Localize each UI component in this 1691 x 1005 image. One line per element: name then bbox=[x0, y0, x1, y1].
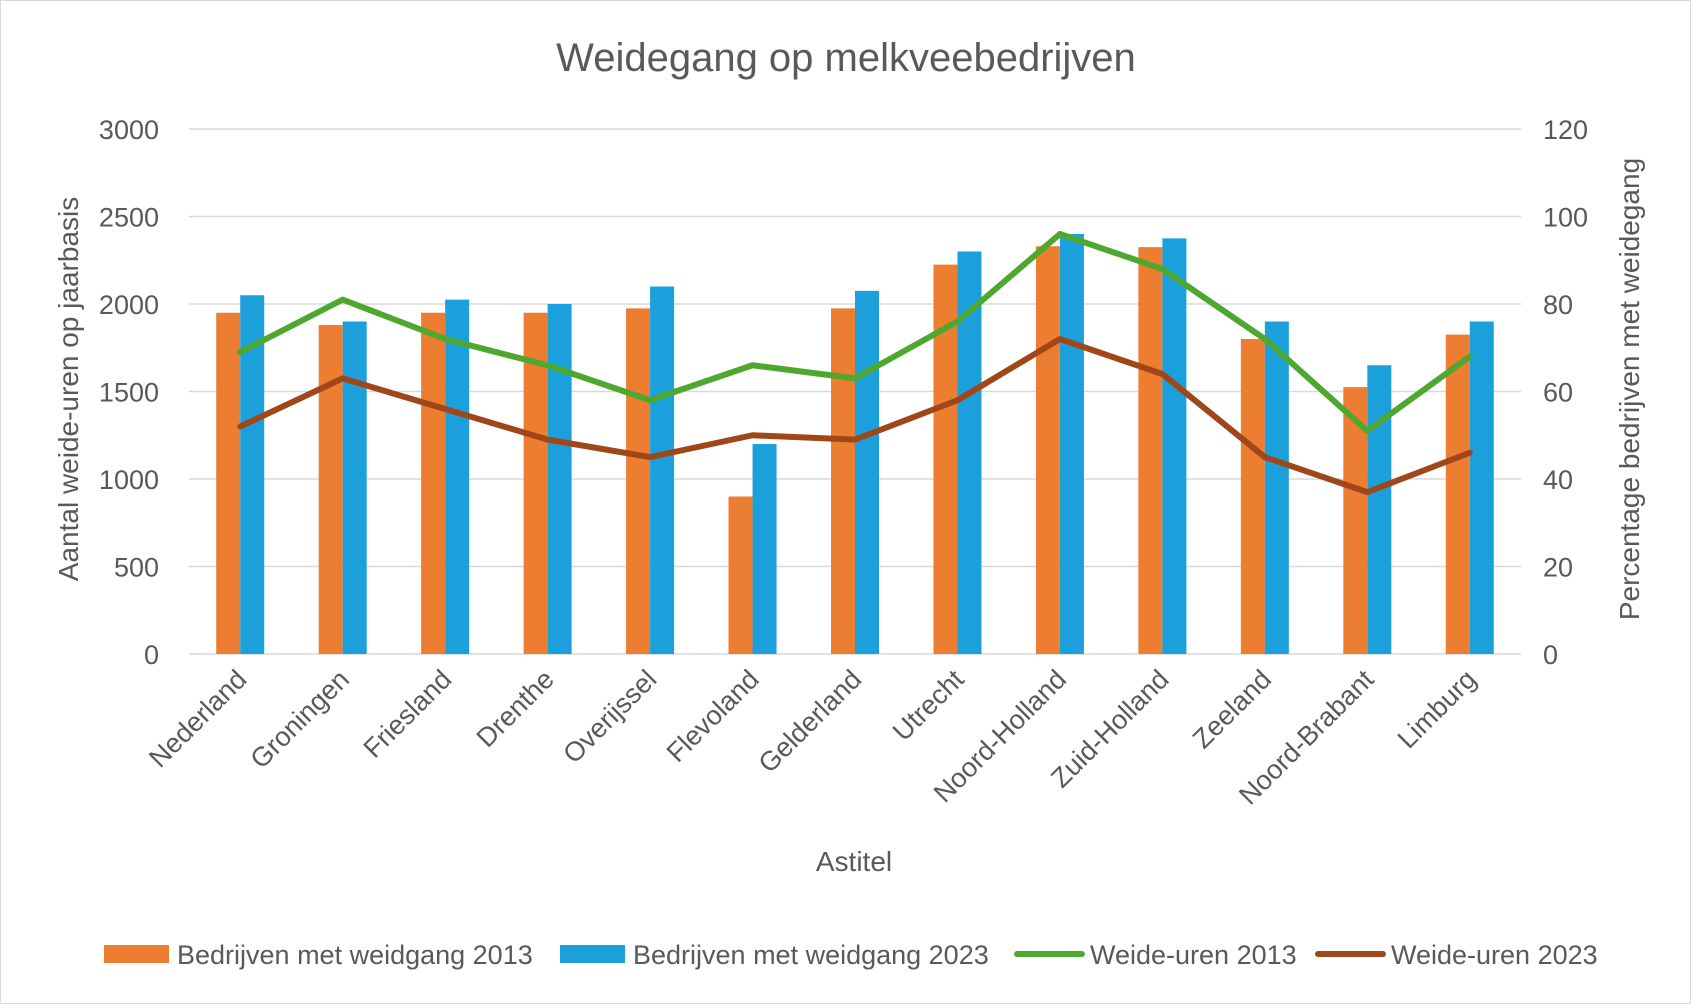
bar bbox=[216, 312, 241, 654]
x-tick-label: Gelderland bbox=[753, 664, 868, 779]
bar bbox=[1264, 321, 1289, 654]
bar bbox=[626, 308, 651, 654]
bar bbox=[1138, 247, 1163, 654]
legend-label: Bedrijven met weidgang 2013 bbox=[177, 940, 533, 970]
legend-label: Weide-uren 2013 bbox=[1090, 940, 1297, 970]
y2-tick-label: 40 bbox=[1543, 465, 1573, 495]
y-tick-label: 3000 bbox=[99, 115, 159, 145]
x-tick-label: Zeeland bbox=[1187, 664, 1277, 754]
legend-swatch bbox=[104, 945, 169, 963]
y-tick-label: 2500 bbox=[99, 203, 159, 233]
bar bbox=[728, 496, 753, 654]
y2-tick-label: 0 bbox=[1543, 640, 1558, 670]
bar bbox=[445, 299, 470, 654]
y2-axis-ticks: 0 20 40 60 80 100 120 bbox=[1543, 115, 1588, 670]
x-tick-label: Overijssel bbox=[557, 664, 662, 769]
chart-title: Weidegang op melkveebedrijven bbox=[556, 36, 1136, 80]
bar bbox=[650, 286, 675, 654]
bar-group bbox=[216, 234, 1494, 654]
y-tick-label: 1000 bbox=[99, 465, 159, 495]
y2-tick-label: 20 bbox=[1543, 553, 1573, 583]
y2-tick-label: 80 bbox=[1543, 290, 1573, 320]
bar bbox=[342, 321, 367, 654]
y-tick-label: 1500 bbox=[99, 378, 159, 408]
bar bbox=[855, 290, 879, 654]
legend-swatch bbox=[560, 945, 625, 963]
bar bbox=[1059, 234, 1084, 654]
bar bbox=[318, 325, 343, 654]
legend-label: Bedrijven met weidgang 2023 bbox=[633, 940, 989, 970]
x-tick-label: Utrecht bbox=[887, 664, 970, 747]
x-tick-label: Drenthe bbox=[471, 664, 560, 753]
bar bbox=[421, 312, 446, 654]
series-line bbox=[237, 231, 1473, 434]
bar bbox=[1445, 334, 1470, 654]
y2-tick-label: 100 bbox=[1543, 203, 1588, 233]
x-tick-label: Nederland bbox=[143, 664, 252, 773]
series-line bbox=[237, 336, 1473, 496]
x-tick-label: Groningen bbox=[245, 664, 355, 774]
y-tick-label: 500 bbox=[114, 553, 159, 583]
legend-label: Weide-uren 2023 bbox=[1391, 940, 1598, 970]
bar bbox=[752, 444, 777, 654]
x-tick-label: Flevoland bbox=[661, 664, 765, 768]
y2-tick-label: 120 bbox=[1543, 115, 1588, 145]
bar bbox=[523, 312, 548, 654]
y2-tick-label: 60 bbox=[1543, 378, 1573, 408]
bar bbox=[547, 304, 572, 654]
x-tick-label: Limburg bbox=[1392, 664, 1482, 754]
bar bbox=[1367, 365, 1392, 654]
x-tick-label: Friesland bbox=[358, 664, 458, 764]
y-tick-label: 0 bbox=[144, 640, 159, 670]
y-axis-ticks: 0 500 1000 1500 2000 2500 3000 bbox=[99, 115, 159, 670]
y2-axis-label: Percentage bedrijven met weidegang bbox=[1614, 158, 1645, 620]
x-axis-label: Astitel bbox=[816, 846, 892, 877]
y-tick-label: 2000 bbox=[99, 290, 159, 320]
bar bbox=[1343, 387, 1368, 654]
bar bbox=[831, 308, 855, 654]
y-axis-label: Aantal weide-uren op jaarbasis bbox=[53, 197, 84, 581]
bar bbox=[240, 295, 265, 654]
bar bbox=[1469, 321, 1494, 654]
legend: Bedrijven met weidgang 2013 Bedrijven met… bbox=[104, 940, 1598, 970]
line-group bbox=[237, 231, 1473, 496]
bar bbox=[1035, 246, 1060, 654]
bar bbox=[1240, 339, 1265, 654]
bar bbox=[1162, 238, 1187, 654]
